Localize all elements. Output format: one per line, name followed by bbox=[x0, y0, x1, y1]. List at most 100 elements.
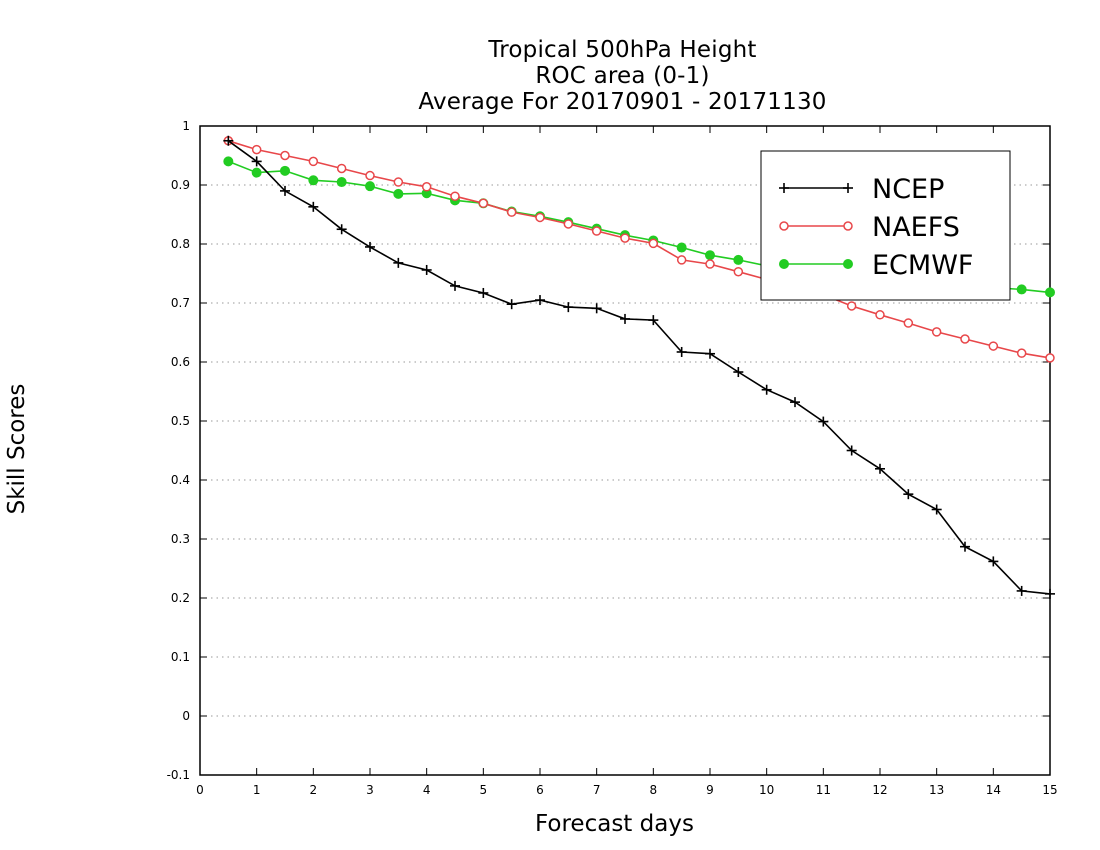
data-point-ecmwf bbox=[336, 177, 347, 188]
data-point-naefs bbox=[875, 310, 885, 320]
y-tick-label: 0.5 bbox=[171, 414, 190, 428]
y-tick-label: 0.1 bbox=[171, 650, 190, 664]
x-tick-label: 9 bbox=[706, 783, 714, 797]
y-tick-label: 1 bbox=[182, 119, 190, 133]
data-point-ncep bbox=[308, 201, 319, 212]
legend: NCEP NAEFS ECMWF bbox=[760, 150, 1011, 301]
data-point-naefs bbox=[931, 327, 942, 337]
data-point-ncep bbox=[223, 135, 234, 146]
plot-frame bbox=[199, 125, 1051, 776]
axis-ticks: -0.100.10.20.30.40.50.60.70.80.910 1 2 3 4 5 6… bbox=[167, 119, 1058, 797]
legend-label-ncep: NCEP bbox=[872, 174, 944, 205]
data-point-ecmwf bbox=[365, 181, 375, 192]
y-tick-label: -0.1 bbox=[167, 768, 190, 782]
data-point-naefs bbox=[421, 182, 432, 192]
x-tick-label: 15 bbox=[1042, 783, 1057, 797]
data-point-ncep bbox=[421, 264, 432, 275]
data-point-ecmwf bbox=[223, 156, 234, 167]
series-line-naefs bbox=[228, 140, 1051, 359]
data-point-ncep bbox=[535, 295, 545, 306]
data-point-naefs bbox=[988, 341, 999, 351]
legend-marker-ecmwf bbox=[843, 259, 853, 269]
chart-subtitle-average: Average For 20170901 - 20171130 bbox=[418, 89, 827, 115]
data-point-ecmwf bbox=[280, 165, 290, 176]
legend-item-ncep: NCEP bbox=[779, 174, 944, 205]
data-point-ncep bbox=[365, 241, 375, 252]
data-point-ncep bbox=[620, 313, 630, 324]
data-point-ncep bbox=[676, 346, 687, 357]
x-tick-label: 5 bbox=[480, 783, 488, 797]
data-point-naefs bbox=[336, 163, 347, 174]
data-point-ncep bbox=[846, 445, 857, 456]
data-point-ncep bbox=[336, 224, 347, 235]
x-tick-label: 13 bbox=[929, 783, 944, 797]
legend-marker-ncep bbox=[843, 183, 853, 193]
data-point-naefs bbox=[903, 318, 914, 328]
data-point-ecmwf bbox=[251, 167, 262, 178]
data-point-ncep bbox=[648, 315, 659, 326]
y-axis-label: Skill Scores bbox=[4, 383, 30, 515]
x-tick-label: 7 bbox=[593, 783, 601, 797]
data-point-naefs bbox=[591, 226, 602, 236]
data-point-naefs bbox=[1016, 348, 1027, 358]
data-point-ncep bbox=[733, 367, 744, 378]
data-point-naefs bbox=[1045, 353, 1055, 363]
data-point-ecmwf bbox=[308, 175, 319, 186]
data-point-ncep bbox=[280, 185, 290, 196]
data-point-ecmwf bbox=[705, 250, 715, 261]
data-point-ncep bbox=[591, 303, 602, 314]
x-axis-label: Forecast days bbox=[535, 811, 694, 837]
data-point-ncep bbox=[393, 257, 404, 268]
data-point-naefs bbox=[620, 233, 630, 243]
data-point-naefs bbox=[393, 177, 404, 187]
y-tick-label: 0.4 bbox=[171, 473, 190, 487]
data-point-ecmwf bbox=[1045, 287, 1055, 298]
series-ncep bbox=[223, 135, 1055, 599]
x-tick-label: 1 bbox=[253, 783, 261, 797]
data-point-ncep bbox=[875, 463, 885, 474]
data-point-naefs bbox=[563, 219, 574, 229]
y-tick-label: 0.3 bbox=[171, 532, 190, 546]
legend-item-ecmwf: ECMWF bbox=[779, 250, 973, 281]
data-point-ncep bbox=[818, 416, 829, 427]
x-tick-label: 2 bbox=[310, 783, 318, 797]
x-tick-label: 6 bbox=[536, 783, 544, 797]
data-point-naefs bbox=[960, 334, 970, 344]
legend-item-naefs: NAEFS bbox=[779, 212, 960, 243]
data-point-ncep bbox=[960, 541, 970, 552]
data-point-ncep bbox=[988, 556, 999, 567]
data-point-ncep bbox=[931, 504, 942, 515]
data-point-ncep bbox=[506, 299, 517, 310]
data-point-ncep bbox=[478, 287, 489, 298]
data-point-naefs bbox=[676, 255, 687, 265]
data-point-naefs bbox=[450, 191, 460, 201]
data-point-ncep bbox=[563, 302, 574, 313]
x-tick-label: 4 bbox=[423, 783, 431, 797]
chart-subtitle-roc: ROC area (0-1) bbox=[535, 63, 710, 89]
data-point-naefs bbox=[365, 170, 375, 181]
y-tick-label: 0.6 bbox=[171, 355, 190, 369]
legend-label-naefs: NAEFS bbox=[872, 212, 960, 243]
y-tick-label: 0.7 bbox=[171, 296, 190, 310]
data-point-ncep bbox=[450, 280, 460, 291]
legend-label-ecmwf: ECMWF bbox=[872, 250, 973, 281]
data-point-ncep bbox=[761, 384, 772, 395]
data-point-ncep bbox=[903, 489, 914, 500]
series-line-ncep bbox=[227, 140, 1051, 595]
data-point-naefs bbox=[535, 212, 545, 223]
x-tick-label: 11 bbox=[816, 783, 831, 797]
x-tick-label: 3 bbox=[366, 783, 374, 797]
data-point-ncep bbox=[790, 397, 800, 408]
data-point-ecmwf bbox=[733, 254, 744, 265]
x-tick-label: 12 bbox=[872, 783, 887, 797]
data-point-ncep bbox=[705, 348, 715, 359]
x-tick-label: 0 bbox=[196, 783, 204, 797]
y-tick-label: 0.8 bbox=[171, 237, 190, 251]
data-point-ecmwf bbox=[1016, 284, 1027, 295]
chart-title: Tropical 500hPa Height bbox=[488, 37, 757, 63]
legend-marker-ecmwf bbox=[779, 259, 789, 269]
x-tick-label: 10 bbox=[759, 783, 774, 797]
grid-lines bbox=[200, 184, 1050, 717]
data-point-naefs bbox=[478, 198, 489, 209]
